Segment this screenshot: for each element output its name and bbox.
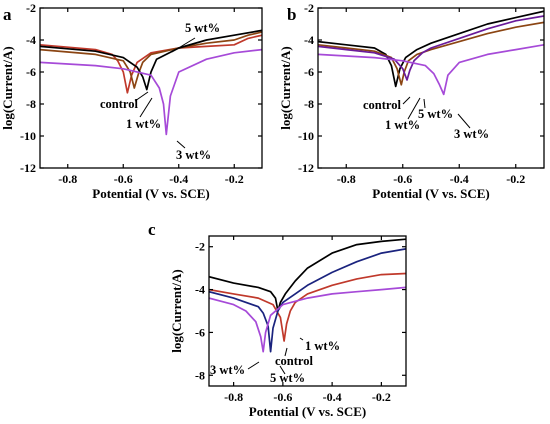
y-axis-label: log(Current/A)	[278, 46, 293, 130]
annotation-leader	[176, 140, 186, 149]
plot-frame	[317, 7, 545, 169]
y-tick-label: -4	[195, 283, 205, 297]
series-annotation: 3 wt%	[176, 148, 211, 162]
x-tick-label: -0.8	[224, 390, 243, 404]
y-tick-label: -6	[195, 325, 205, 339]
annotation-leader	[134, 91, 149, 102]
y-tick-label: -2	[195, 240, 205, 254]
series-annotation: control	[100, 97, 138, 111]
x-axis-label: Potential (V vs. SCE)	[249, 404, 366, 419]
annotation-leader	[457, 113, 471, 129]
series-line-3-wtpct	[318, 43, 544, 96]
series-line-1-wtpct	[40, 31, 262, 89]
x-tick-label: -0.2	[372, 390, 391, 404]
series-line-control	[209, 238, 406, 312]
y-tick-label: -8	[195, 368, 205, 382]
annotation-leader	[423, 98, 426, 109]
series-group	[40, 29, 262, 136]
annotation-leader	[171, 37, 196, 53]
annotation-leader	[407, 97, 421, 120]
series-annotation: control	[275, 354, 313, 368]
plot-frame	[39, 7, 263, 169]
panel-label: c	[148, 220, 156, 239]
y-axis-label: log(Current/A)	[169, 269, 184, 353]
series-annotation: 1 wt%	[305, 339, 340, 353]
x-tick-label: -0.8	[337, 172, 356, 186]
annotation-leader	[247, 361, 260, 370]
x-tick-label: -0.2	[225, 172, 244, 186]
series-annotation: 5 wt%	[418, 107, 453, 121]
x-axis-label: Potential (V vs. SCE)	[92, 186, 209, 201]
series-annotation: 3 wt%	[210, 363, 245, 377]
series-line-5-wtpct	[318, 15, 544, 81]
y-axis-label: log(Current/A)	[0, 46, 15, 130]
annotation-leader	[139, 97, 153, 118]
x-tick-label: -0.2	[506, 172, 525, 186]
series-line-3-wtpct	[40, 48, 262, 136]
panel-label: a	[3, 5, 12, 24]
series-annotation: 5 wt%	[270, 371, 305, 385]
y-tick-label: -12	[20, 161, 36, 175]
panel-label: b	[287, 5, 296, 24]
annotation-leader	[299, 337, 304, 341]
series-group	[318, 10, 544, 96]
series-annotation: 1 wt%	[385, 118, 420, 132]
series-annotation: 3 wt%	[454, 127, 489, 141]
series-line-5-wtpct	[40, 29, 262, 91]
chart-panel-c: -0.8 -0.6 -0.4 -0.2 -8 -6 -4 -2 Potential (V vs.…	[148, 220, 407, 419]
chart-panel-b: -0.8 -0.6 -0.4 -0.2 -12 -10 -8 -6 -4 -2 Potential …	[278, 1, 545, 201]
x-tick-label: -0.8	[58, 172, 77, 186]
series-line-1-wtpct	[318, 21, 544, 86]
x-tick-label: -0.4	[450, 172, 469, 186]
y-tick-label: -10	[20, 129, 36, 143]
y-tick-label: -2	[26, 1, 36, 15]
x-tick-label: -0.4	[169, 172, 188, 186]
series-line-3-wtpct	[209, 286, 406, 353]
annotation-leader	[402, 96, 411, 105]
y-tick-label: -4	[26, 33, 36, 47]
y-tick-label: -8	[26, 97, 36, 111]
chart-panel-a: -0.8 -0.6 -0.4 -0.2 -12 -10 -8 -6 -4 -2 Potential …	[0, 1, 263, 201]
annotation-leader	[284, 347, 288, 357]
x-tick-label: -0.6	[114, 172, 133, 186]
y-tick-label: -12	[298, 161, 314, 175]
annotation-leader	[279, 365, 286, 375]
y-tick-label: -10	[298, 129, 314, 143]
y-tick-label: -6	[26, 65, 36, 79]
y-tick-label: -8	[304, 97, 314, 111]
series-line-5-wtpct	[209, 248, 406, 353]
x-tick-label: -0.4	[323, 390, 342, 404]
x-tick-label: -0.6	[273, 390, 292, 404]
series-line-1-wtpct	[209, 272, 406, 342]
series-line-control	[318, 10, 544, 88]
y-tick-label: -6	[304, 65, 314, 79]
series-annotation: 1 wt%	[126, 117, 161, 131]
y-tick-label: -2	[304, 1, 314, 15]
x-tick-label: -0.6	[393, 172, 412, 186]
x-axis-label: Potential (V vs. SCE)	[372, 186, 489, 201]
y-tick-label: -4	[304, 33, 314, 47]
plot-frame	[208, 235, 407, 387]
series-group	[209, 238, 406, 353]
series-annotation: control	[363, 98, 401, 112]
series-annotation: 5 wt%	[185, 21, 220, 35]
